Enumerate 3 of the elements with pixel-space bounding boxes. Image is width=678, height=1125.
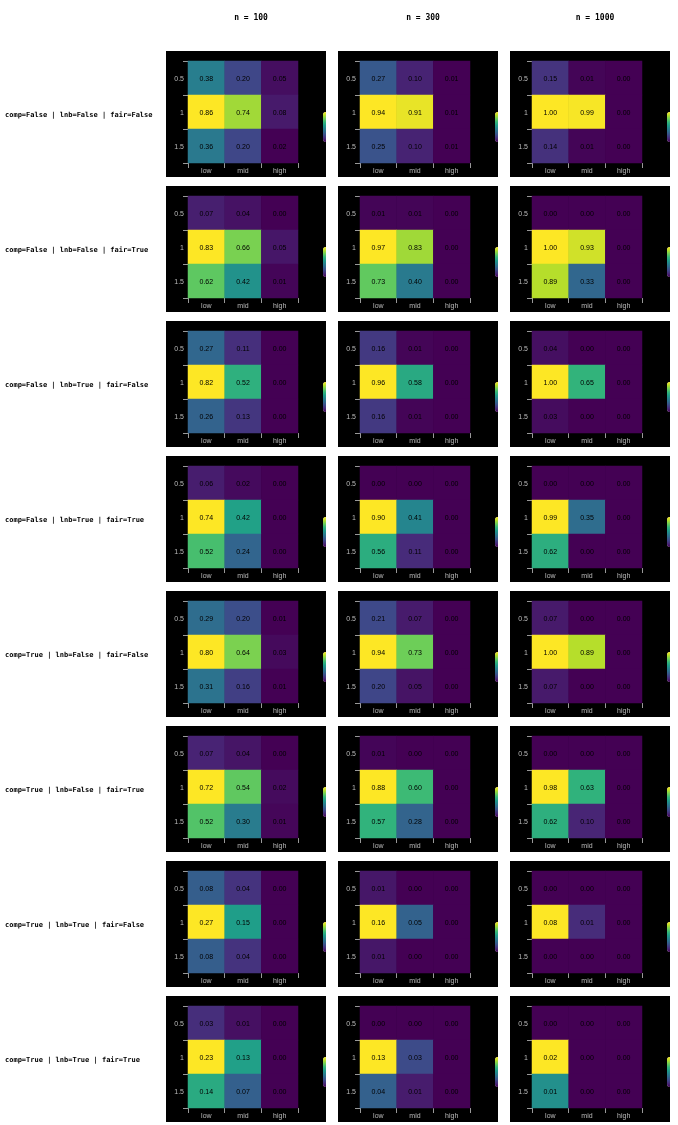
chart-title: n = 300 — [406, 12, 441, 22]
chart-title: n = 100 — [234, 12, 269, 22]
chart-title: n = 1000 — [575, 12, 615, 22]
